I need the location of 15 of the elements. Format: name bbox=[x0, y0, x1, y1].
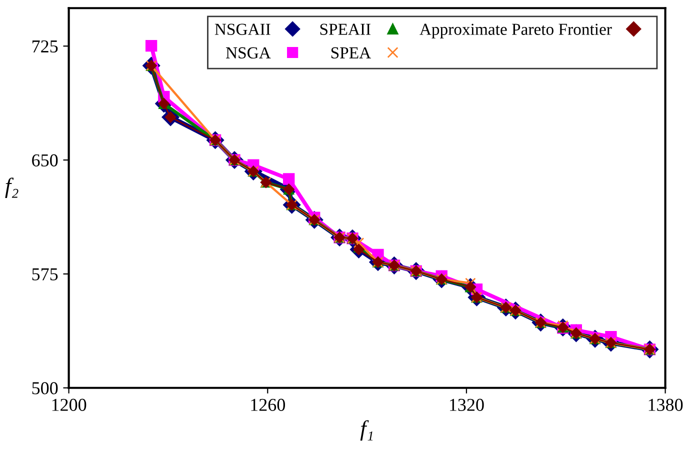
y-tick-label: 575 bbox=[32, 268, 58, 280]
legend-label: Approximate Pareto Frontier bbox=[420, 24, 612, 38]
legend-label: SPEAII bbox=[320, 24, 370, 35]
legend-label: SPEA bbox=[331, 47, 371, 58]
legend-label: NSGA bbox=[226, 47, 271, 58]
legend-label: NSGAII bbox=[214, 24, 270, 35]
y-axis-title: f₂ bbox=[5, 178, 18, 198]
x-tick-label: 1200 bbox=[52, 398, 86, 411]
y-tick-label: 725 bbox=[32, 40, 58, 53]
x-tick-label: 1320 bbox=[450, 398, 484, 411]
y-tick-label: 650 bbox=[32, 154, 58, 166]
x-tick-label: 1260 bbox=[251, 398, 285, 411]
x-axis-title: f₁ bbox=[360, 420, 373, 441]
x-tick-label: 1380 bbox=[648, 398, 683, 411]
y-tick-label: 500 bbox=[32, 382, 58, 394]
